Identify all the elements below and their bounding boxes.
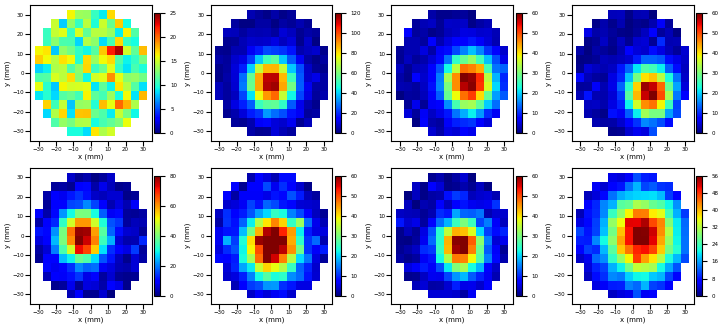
Y-axis label: y (mm): y (mm) [546, 223, 552, 249]
X-axis label: x (mm): x (mm) [620, 316, 646, 323]
X-axis label: x (mm): x (mm) [440, 316, 465, 323]
Y-axis label: y (mm): y (mm) [365, 60, 372, 86]
X-axis label: x (mm): x (mm) [78, 316, 103, 323]
Y-axis label: y (mm): y (mm) [185, 223, 192, 249]
Y-axis label: y (mm): y (mm) [4, 60, 11, 86]
X-axis label: x (mm): x (mm) [259, 316, 284, 323]
Y-axis label: y (mm): y (mm) [365, 223, 372, 249]
X-axis label: x (mm): x (mm) [259, 154, 284, 160]
X-axis label: x (mm): x (mm) [440, 154, 465, 160]
Y-axis label: y (mm): y (mm) [546, 60, 552, 86]
X-axis label: x (mm): x (mm) [620, 154, 646, 160]
Y-axis label: y (mm): y (mm) [4, 223, 11, 249]
Y-axis label: y (mm): y (mm) [185, 60, 192, 86]
X-axis label: x (mm): x (mm) [78, 154, 103, 160]
